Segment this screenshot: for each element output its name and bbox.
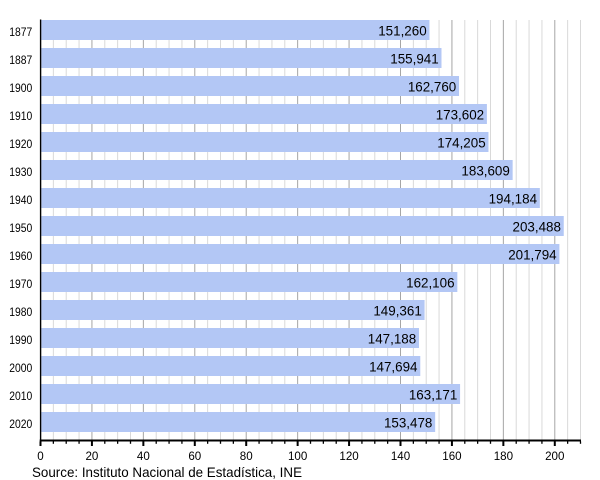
svg-text:1930: 1930	[9, 165, 32, 179]
svg-text:1887: 1887	[9, 53, 32, 67]
svg-text:162,760: 162,760	[408, 79, 456, 94]
svg-text:1970: 1970	[9, 277, 32, 291]
svg-text:120: 120	[339, 450, 358, 463]
svg-text:1910: 1910	[9, 109, 32, 123]
svg-text:Source: Instituto Nacional de: Source: Instituto Nacional de Estadístic…	[32, 464, 302, 480]
svg-text:163,171: 163,171	[409, 387, 457, 402]
svg-text:20: 20	[85, 450, 98, 463]
svg-text:155,941: 155,941	[390, 51, 438, 66]
svg-text:194,184: 194,184	[489, 191, 538, 206]
svg-text:1877: 1877	[9, 25, 32, 39]
svg-text:151,260: 151,260	[378, 23, 426, 38]
svg-text:0: 0	[37, 450, 43, 463]
svg-text:1920: 1920	[9, 137, 32, 151]
svg-text:2020: 2020	[9, 417, 32, 431]
svg-text:1900: 1900	[9, 81, 32, 95]
svg-text:160: 160	[442, 450, 461, 463]
svg-text:100: 100	[288, 450, 307, 463]
svg-text:80: 80	[240, 450, 253, 463]
svg-text:1950: 1950	[9, 221, 32, 235]
svg-text:1980: 1980	[9, 305, 32, 319]
svg-text:162,106: 162,106	[406, 275, 454, 290]
svg-text:147,188: 147,188	[368, 331, 416, 346]
svg-text:60: 60	[188, 450, 201, 463]
svg-text:153,478: 153,478	[384, 415, 432, 430]
svg-text:1960: 1960	[9, 249, 32, 263]
svg-text:2000: 2000	[9, 361, 32, 375]
svg-text:40: 40	[137, 450, 150, 463]
svg-text:203,488: 203,488	[513, 219, 561, 234]
svg-text:174,205: 174,205	[437, 135, 485, 150]
svg-text:1990: 1990	[9, 333, 32, 347]
svg-text:183,609: 183,609	[461, 163, 509, 178]
svg-text:201,794: 201,794	[508, 247, 557, 262]
svg-text:149,361: 149,361	[373, 303, 421, 318]
svg-text:1940: 1940	[9, 193, 32, 207]
svg-text:2010: 2010	[9, 389, 32, 403]
svg-text:173,602: 173,602	[436, 107, 484, 122]
svg-text:200: 200	[545, 450, 564, 463]
svg-text:180: 180	[494, 450, 513, 463]
svg-text:140: 140	[391, 450, 410, 463]
svg-text:147,694: 147,694	[369, 359, 418, 374]
